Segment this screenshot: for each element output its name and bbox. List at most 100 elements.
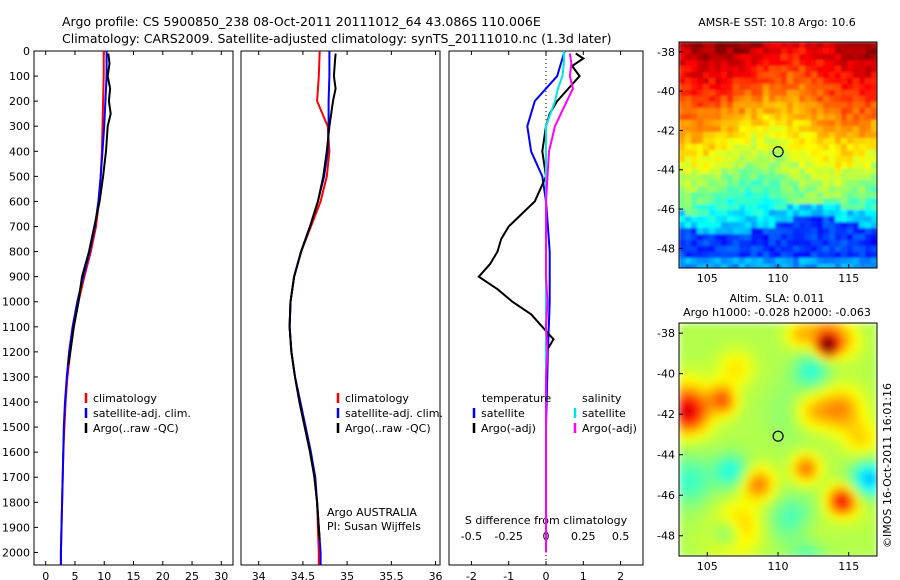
sst-cell	[733, 240, 740, 247]
sla-cell	[727, 377, 734, 384]
sla-cell	[709, 491, 716, 498]
sla-cell	[829, 323, 836, 330]
sst-cell	[859, 84, 866, 91]
sst-cell	[751, 132, 758, 139]
sla-cell	[775, 425, 782, 432]
sst-cell	[697, 96, 704, 103]
sst-cell	[841, 258, 848, 265]
sst-cell	[721, 120, 728, 127]
sst-cell	[691, 210, 698, 217]
sst-cell	[817, 168, 824, 175]
sst-cell	[841, 222, 848, 229]
sla-cell	[709, 347, 716, 354]
sla-cell	[745, 323, 752, 330]
sla-cell	[775, 539, 782, 546]
difference-panel: -2 -1 0 1 2-0.5 -0.25 0 0.25 0.5S difference fro…	[448, 50, 644, 580]
sla-cell	[697, 503, 704, 510]
sla-cell	[817, 545, 824, 552]
sla-cell	[709, 413, 716, 420]
sst-cell	[781, 48, 788, 55]
sst-cell	[841, 240, 848, 247]
sst-cell	[751, 150, 758, 157]
sla-cell	[841, 461, 848, 468]
sla-cell	[763, 365, 770, 372]
sla-cell	[739, 539, 746, 546]
sst-cell	[769, 42, 776, 49]
sla-cell	[811, 503, 818, 510]
sst-cell	[847, 96, 854, 103]
sst-cell	[787, 198, 794, 205]
sla-cell	[691, 335, 698, 342]
sla-cell	[793, 425, 800, 432]
x-tick-label: 34.5	[291, 570, 316, 580]
sla-cell	[781, 377, 788, 384]
sla-cell	[787, 533, 794, 540]
sla-cell	[781, 521, 788, 528]
sla-cell	[691, 383, 698, 390]
sla-cell	[823, 551, 830, 556]
sla-cell	[793, 467, 800, 474]
sst-cell	[691, 150, 698, 157]
sst-cell	[835, 138, 842, 145]
sst-cell	[769, 54, 776, 61]
sla-cell	[841, 521, 848, 528]
sla-cell	[751, 341, 758, 348]
sla-cell	[769, 539, 776, 546]
sst-cell	[715, 96, 722, 103]
sla-cell	[859, 533, 866, 540]
sst-cell	[763, 132, 770, 139]
sst-cell	[835, 42, 842, 49]
sst-cell	[853, 216, 860, 223]
sst-cell	[859, 252, 866, 259]
sst-cell	[793, 84, 800, 91]
sla-cell	[727, 515, 734, 522]
sla-cell	[817, 491, 824, 498]
sst-cell	[775, 108, 782, 115]
sst-cell	[679, 78, 686, 85]
sla-cell	[721, 461, 728, 468]
sla-cell	[781, 461, 788, 468]
sla-cell	[799, 377, 806, 384]
sst-cell	[823, 96, 830, 103]
sla-cell	[739, 533, 746, 540]
sst-cell	[793, 174, 800, 181]
sst-cell	[697, 150, 704, 157]
sst-cell	[775, 90, 782, 97]
sla-cell	[727, 539, 734, 546]
sst-cell	[865, 108, 872, 115]
x-tick-label: 35.5	[379, 570, 404, 580]
sst-cell	[763, 258, 770, 265]
sla-cell	[811, 419, 818, 426]
sst-cell	[775, 216, 782, 223]
sst-cell	[841, 48, 848, 55]
sla-cell	[769, 359, 776, 366]
sst-cell	[811, 204, 818, 211]
sst-cell	[775, 96, 782, 103]
sla-cell	[787, 521, 794, 528]
sst-cell	[787, 174, 794, 181]
sst-cell	[697, 180, 704, 187]
sla-cell	[721, 359, 728, 366]
sla-cell	[805, 425, 812, 432]
sla-cell	[781, 407, 788, 414]
sst-cell	[841, 174, 848, 181]
sst-cell	[721, 114, 728, 121]
sst-cell	[745, 156, 752, 163]
sla-cell	[697, 359, 704, 366]
sla-cell	[685, 383, 692, 390]
sla-cell	[763, 443, 770, 450]
sst-cell	[871, 60, 877, 67]
sla-cell	[697, 515, 704, 522]
sst-cell	[739, 264, 746, 268]
sst-cell	[757, 84, 764, 91]
y-tick-label: 1800	[2, 496, 30, 509]
sst-cell	[805, 150, 812, 157]
sst-cell	[817, 180, 824, 187]
sst-cell	[679, 168, 686, 175]
sla-cell	[757, 353, 764, 360]
sst-cell	[727, 210, 734, 217]
sla-cell	[703, 323, 710, 330]
sla-cell	[715, 437, 722, 444]
sst-cell	[841, 162, 848, 169]
sst-cell	[685, 42, 692, 49]
